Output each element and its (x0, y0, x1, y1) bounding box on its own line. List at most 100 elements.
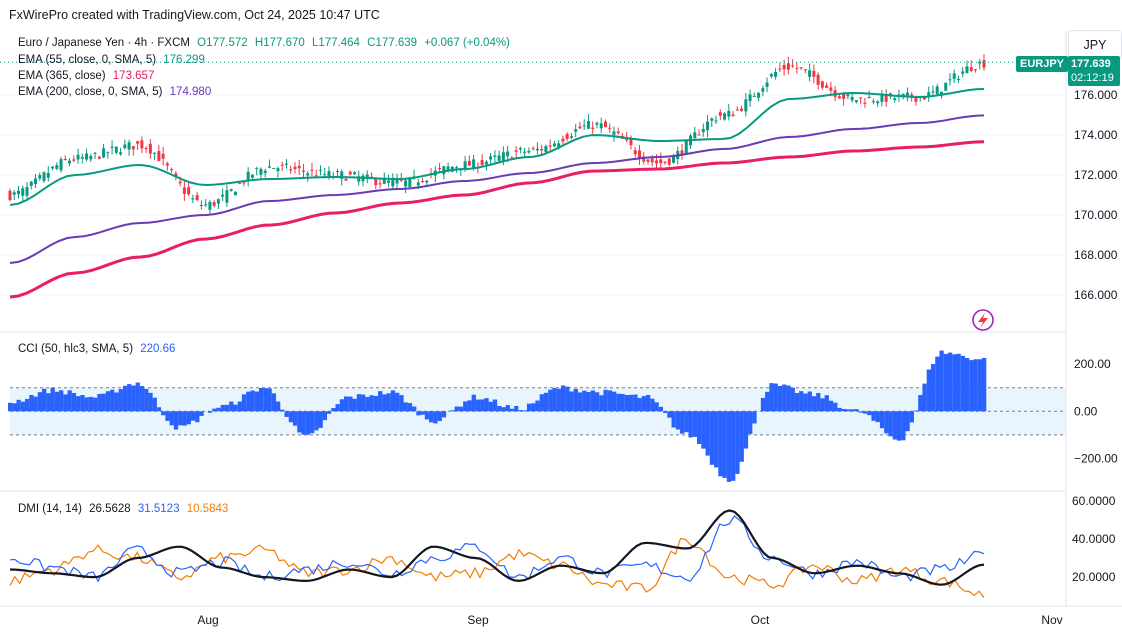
cci-bar (599, 395, 604, 412)
cci-bar (416, 411, 421, 416)
candle-body (21, 188, 25, 196)
cci-bar (739, 411, 744, 462)
cci-bar (964, 357, 970, 412)
candle-body (42, 172, 46, 181)
candle-body (595, 122, 599, 125)
candle-body (34, 178, 38, 185)
symbol-legend[interactable]: Euro / Japanese Yen · 4h · FXCM O177.572… (18, 37, 510, 49)
candle-body (123, 144, 127, 149)
cci-bar (531, 403, 536, 412)
candle-body (935, 86, 939, 95)
cci-bar (97, 393, 102, 412)
candle-body (306, 173, 310, 176)
cci-bar (127, 384, 132, 412)
close-value: C177.639 (367, 37, 418, 49)
cci-bar (173, 411, 179, 430)
cci-bar (412, 406, 417, 412)
cci-legend[interactable]: CCI (50, hlc3, SMA, 5) 220.66 (18, 343, 175, 355)
cci-bar (216, 407, 221, 412)
candle-body (493, 155, 497, 157)
cci-bar (901, 411, 906, 441)
top-bar: FxWirePro created with TradingView.com, … (0, 0, 1122, 30)
candle-body (289, 169, 293, 171)
candle-body (591, 127, 595, 130)
cci-bar (760, 397, 766, 412)
candle-body (233, 191, 237, 196)
cci-bar (807, 391, 812, 412)
cci-bar (403, 402, 408, 412)
cci-bar (156, 407, 162, 412)
cci-bar (680, 411, 685, 434)
cci-bar (437, 411, 442, 422)
candle-body (46, 172, 50, 178)
cci-bar (879, 411, 885, 429)
candle-body (25, 186, 29, 196)
candle-body (148, 143, 152, 154)
candle-body (344, 178, 348, 181)
candle-body (723, 113, 727, 120)
candle-body (706, 121, 710, 131)
candle-body (629, 139, 633, 146)
dmi-legend[interactable]: DMI (14, 14) 26.5628 31.5123 10.5843 (18, 503, 228, 515)
cci-bar (322, 411, 328, 421)
ema200-label: EMA (200, close, 0, SMA, 5) (18, 86, 163, 98)
candle-body (565, 134, 569, 139)
candle-body (965, 66, 969, 74)
candle-body (786, 63, 790, 70)
candle-body (161, 153, 165, 159)
cci-bar (569, 391, 574, 412)
candle-body (114, 146, 118, 153)
candle-body (582, 125, 586, 127)
cci-bar (488, 401, 493, 412)
cci-bar (190, 411, 196, 421)
candle-body (880, 93, 884, 102)
cci-bar (505, 405, 510, 412)
cci-bar (12, 403, 17, 412)
candle-body (625, 138, 629, 141)
candle-body (391, 179, 395, 187)
candle-body (199, 205, 203, 207)
cci-bar (960, 355, 966, 412)
candle-body (140, 140, 144, 149)
cci-label: CCI (50, hlc3, SMA, 5) (18, 343, 134, 355)
cci-bar (480, 399, 485, 412)
candle-body (876, 101, 880, 104)
last-price-tag[interactable]: 177.639 02:12:19 (1068, 56, 1120, 86)
cci-bar (943, 353, 949, 412)
candle-body (336, 171, 340, 173)
candle-body (501, 152, 505, 161)
change-value: +0.067 (+0.04%) (424, 37, 510, 49)
candle-body (769, 74, 773, 77)
cci-bar (624, 395, 630, 412)
cci-bar (484, 398, 489, 412)
ema365-value: 173.657 (112, 70, 155, 82)
cci-bar (220, 404, 225, 412)
ticker-tag[interactable]: EURJPY (1016, 56, 1069, 72)
ema200-legend[interactable]: EMA (200, close, 0, SMA, 5) 174.980 (18, 86, 211, 98)
cci-bar (84, 397, 89, 412)
tradingview-logo-icon[interactable] (972, 309, 994, 331)
candle-body (731, 114, 735, 117)
cci-bar (620, 393, 625, 412)
dmi-tick-label: 40.0000 (1072, 532, 1116, 546)
candle-body (404, 180, 408, 187)
cci-bar (952, 354, 957, 412)
candle-body (718, 112, 722, 116)
cci-bar (233, 404, 238, 412)
candle-body (884, 94, 888, 102)
ema365-legend[interactable]: EMA (365, close) 173.657 (18, 70, 154, 82)
ema55-legend[interactable]: EMA (55, close, 0, SMA, 5) 176.299 (18, 54, 205, 66)
candle-body (467, 160, 471, 166)
cci-bar (586, 392, 591, 412)
candle-body (221, 194, 225, 197)
cci-bar (794, 393, 800, 412)
candle-body (740, 108, 744, 111)
candle-body (544, 146, 548, 152)
cci-bar (667, 411, 672, 418)
price-tick-label: 174.000 (1074, 128, 1118, 142)
candle-body (12, 192, 16, 195)
candle-body (791, 65, 795, 67)
cci-bar (335, 404, 340, 412)
candle-body (472, 159, 476, 168)
